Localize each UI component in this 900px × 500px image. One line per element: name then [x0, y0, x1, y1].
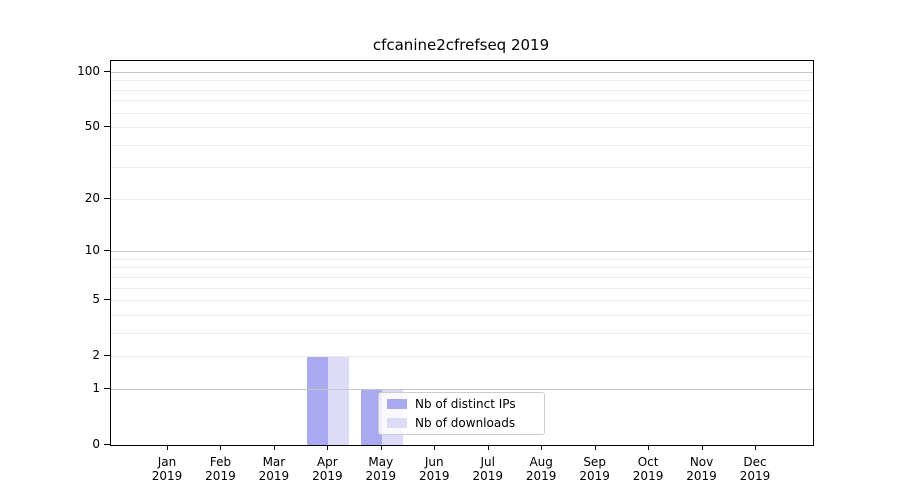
y-tick-mark — [104, 299, 110, 301]
y-tick-mark — [104, 444, 110, 445]
x-tick-label-year: 2019 — [632, 469, 664, 483]
minor-gridline — [111, 332, 813, 334]
x-tick-label-year: 2019 — [312, 469, 343, 483]
bar-distinct-ips — [307, 356, 329, 445]
x-tick-mark — [327, 445, 329, 450]
y-tick-mark — [104, 70, 110, 72]
x-tick-label-year: 2019 — [686, 469, 717, 483]
minor-gridline — [111, 258, 813, 260]
x-tick-label-year: 2019 — [151, 469, 183, 483]
x-tick-label: Apr 2019 — [300, 455, 354, 483]
x-tick-label-month: Jun — [424, 455, 444, 469]
x-tick-mark — [434, 445, 436, 450]
minor-gridline — [111, 356, 813, 358]
x-tick-label: Oct 2019 — [621, 455, 675, 483]
minor-gridline — [111, 112, 813, 114]
y-tick-mark — [104, 197, 110, 199]
x-tick-label-month: Aug — [529, 455, 553, 469]
x-tick-label-month: Sep — [583, 455, 606, 469]
bar-distinct-ips — [360, 388, 382, 445]
x-tick-label-year: 2019 — [739, 469, 771, 483]
major-gridline — [111, 388, 813, 390]
y-tick-label: 1 — [92, 380, 100, 395]
x-tick-mark — [701, 445, 703, 450]
x-tick-label: Mar 2019 — [247, 455, 301, 483]
minor-gridline — [111, 127, 813, 129]
x-tick-label: Sep 2019 — [568, 455, 622, 483]
x-tick-mark — [594, 445, 596, 450]
minor-gridline — [111, 80, 813, 82]
legend-entry: Nb of downloads — [387, 415, 536, 432]
minor-gridline — [111, 144, 813, 146]
x-tick-label: Feb 2019 — [193, 455, 247, 483]
x-tick-label-year: 2019 — [205, 469, 236, 483]
y-tick-label: 10 — [84, 243, 100, 258]
y-tick-mark — [104, 355, 110, 357]
x-tick-label: May 2019 — [354, 455, 408, 483]
x-tick-mark — [755, 445, 756, 450]
minor-gridline — [111, 167, 813, 169]
x-tick-label-month: Mar — [262, 455, 286, 469]
x-tick-mark — [648, 445, 650, 450]
x-tick-label-year: 2019 — [579, 469, 610, 483]
y-tick-mark — [104, 387, 110, 389]
minor-gridline — [111, 287, 813, 289]
x-tick-label-year: 2019 — [472, 469, 503, 483]
x-tick-mark — [487, 445, 489, 450]
legend-swatch-icon — [387, 399, 407, 409]
major-gridline — [111, 71, 813, 73]
x-tick-label: Jun 2019 — [407, 455, 461, 483]
x-tick-label-year: 2019 — [258, 469, 290, 483]
x-tick-label-month: Oct — [637, 455, 659, 469]
x-tick-label-month: Jul — [480, 455, 495, 469]
x-tick-label-month: May — [368, 455, 394, 469]
x-tick-label-month: Apr — [316, 455, 338, 469]
minor-gridline — [111, 100, 813, 102]
y-tick-label: 100 — [77, 63, 100, 78]
major-gridline — [111, 251, 813, 253]
x-tick-label: Dec 2019 — [728, 455, 782, 483]
chart-title: cfcanine2cfrefseq 2019 — [372, 36, 550, 54]
minor-gridline — [111, 89, 813, 91]
y-tick-label: 2 — [92, 348, 100, 363]
minor-gridline — [111, 314, 813, 316]
x-tick-mark — [273, 445, 275, 450]
y-tick-label: 50 — [84, 119, 100, 134]
x-tick-label-month: Nov — [689, 455, 714, 469]
legend: Nb of distinct IPs Nb of downloads — [378, 392, 545, 435]
x-tick-label: Jul 2019 — [461, 455, 515, 483]
minor-gridline — [111, 300, 813, 302]
x-tick-label: Nov 2019 — [675, 455, 729, 483]
x-tick-label-year: 2019 — [418, 469, 450, 483]
bar-downloads — [328, 356, 350, 445]
legend-entry: Nb of distinct IPs — [387, 396, 536, 413]
plot-area — [110, 60, 814, 446]
y-tick-mark — [104, 250, 110, 252]
y-tick-mark — [104, 126, 110, 128]
x-tick-mark — [167, 445, 168, 450]
legend-swatch-icon — [387, 418, 407, 428]
x-tick-label: Aug 2019 — [514, 455, 568, 483]
x-tick-label-year: 2019 — [525, 469, 557, 483]
minor-gridline — [111, 198, 813, 200]
x-tick-label-month: Feb — [209, 455, 232, 469]
y-tick-label: 20 — [84, 190, 100, 205]
x-tick-label-month: Dec — [743, 455, 767, 469]
x-tick-mark — [220, 445, 222, 450]
minor-gridline — [111, 267, 813, 269]
x-tick-mark — [541, 445, 543, 450]
y-tick-label: 0 — [92, 437, 100, 451]
legend-label: Nb of distinct IPs — [415, 397, 516, 411]
legend-label: Nb of downloads — [415, 416, 516, 430]
x-tick-label-year: 2019 — [365, 469, 397, 483]
x-tick-label-month: Jan — [157, 455, 177, 469]
y-tick-label: 5 — [92, 292, 100, 307]
x-tick-mark — [380, 445, 382, 450]
x-tick-label: Jan 2019 — [140, 455, 194, 483]
minor-gridline — [111, 276, 813, 278]
